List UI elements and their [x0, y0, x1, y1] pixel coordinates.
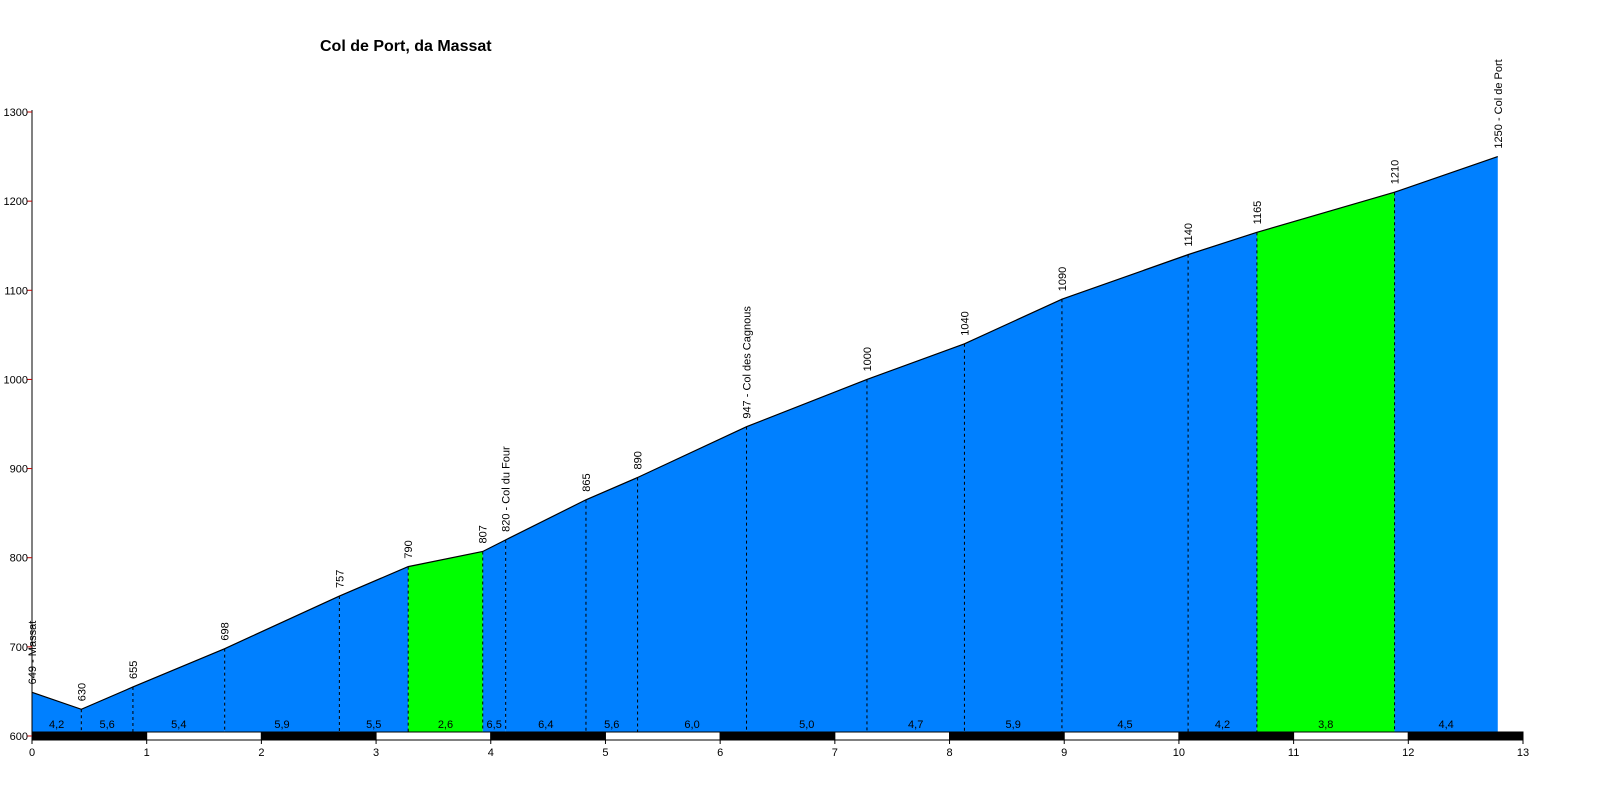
x-tick-label: 1 [144, 747, 150, 759]
altitude-label: 649 - Massat [27, 621, 39, 685]
x-tick-label: 6 [717, 747, 723, 759]
gradient-label: 5,6 [99, 719, 114, 731]
altitude-label: 890 [633, 451, 645, 469]
x-tick-label: 5 [602, 747, 608, 759]
profile-segment-4 [224, 596, 340, 732]
profile-segment-8 [505, 499, 586, 732]
km-scale-block [260, 731, 377, 741]
altitude-label: 807 [478, 525, 490, 543]
profile-segment-16 [1256, 192, 1395, 732]
x-tick-label: 2 [258, 747, 264, 759]
gradient-label: 5,4 [171, 719, 186, 731]
profile-segment-9 [585, 477, 638, 732]
profile-segment-12 [866, 343, 965, 732]
profile-segment-7 [482, 539, 506, 732]
km-scale-block [949, 731, 1065, 741]
x-tick-label: 10 [1173, 747, 1185, 759]
km-scale-block [719, 731, 836, 741]
gradient-label: 4,2 [49, 719, 64, 731]
y-tick-label: 1100 [4, 285, 28, 297]
altitude-label: 1090 [1057, 267, 1069, 291]
gradient-label: 4,4 [1439, 719, 1454, 731]
km-scale-block [31, 731, 148, 741]
gradient-label: 5,9 [274, 719, 289, 731]
x-tick-label: 3 [373, 747, 379, 759]
y-tick-label: 800 [10, 553, 28, 565]
km-scale-block [604, 731, 721, 741]
x-tick-label: 9 [1061, 747, 1067, 759]
y-tick-label: 700 [10, 642, 28, 654]
gradient-label: 2,6 [438, 719, 453, 731]
profile-segment-3 [132, 648, 225, 732]
gradient-label: 5,9 [1006, 719, 1021, 731]
km-scale-block [146, 731, 262, 741]
altitude-label: 820 - Col du Four [501, 446, 513, 532]
km-scale-block [1293, 731, 1409, 741]
altitude-label: 1000 [862, 347, 874, 371]
profile-segment-1 [32, 692, 82, 732]
km-scale-block [490, 731, 606, 741]
gradient-label: 4,5 [1117, 719, 1132, 731]
y-tick-label: 1200 [4, 196, 28, 208]
y-tick-label: 600 [10, 731, 28, 743]
profile-segment-5 [339, 566, 409, 732]
altitude-label: 1210 [1390, 160, 1402, 184]
gradient-label: 6,4 [538, 719, 553, 731]
altitude-label: 947 - Col des Cagnous [742, 306, 754, 419]
x-tick-label: 12 [1402, 747, 1414, 759]
profile-outline [31, 156, 1498, 710]
altitude-label: 865 [581, 473, 593, 491]
x-tick-label: 0 [29, 747, 35, 759]
y-tick-label: 1300 [4, 107, 28, 119]
km-scale-block [1178, 731, 1295, 741]
gradient-label: 5,5 [366, 719, 381, 731]
x-tick-label: 7 [832, 747, 838, 759]
profile-segment-10 [637, 426, 747, 732]
altitude-label: 757 [334, 570, 346, 588]
profile-segment-11 [746, 379, 867, 732]
gradient-label: 4,2 [1215, 719, 1230, 731]
km-scale-block [375, 731, 492, 741]
gradient-label: 6,0 [684, 719, 699, 731]
km-scale-block [1407, 731, 1524, 741]
profile-segment-13 [964, 299, 1062, 732]
altitude-label: 1040 [959, 311, 971, 335]
gradient-label: 5,0 [799, 719, 814, 731]
km-scale-block [834, 731, 951, 741]
profile-segment-6 [408, 551, 483, 732]
x-tick-label: 4 [488, 747, 494, 759]
profile-segment-17 [1394, 156, 1498, 733]
chart-title: Col de Port, da Massat [320, 38, 492, 55]
profile-segment-15 [1188, 232, 1257, 733]
altitude-label: 790 [403, 540, 415, 558]
x-tick-label: 11 [1288, 747, 1299, 759]
altitude-label: 630 [76, 683, 88, 701]
x-tick-label: 13 [1517, 747, 1529, 759]
altitude-label: 1140 [1183, 223, 1195, 247]
profile-segment-14 [1061, 254, 1189, 732]
y-tick-label: 1000 [4, 374, 28, 386]
altitude-label: 1250 - Col de Port [1493, 59, 1505, 148]
altitude-label: 1165 [1252, 201, 1264, 225]
profile-segment-2 [81, 686, 133, 732]
gradient-label: 3,8 [1318, 719, 1333, 731]
km-scale-block [1063, 731, 1180, 741]
gradient-label: 6,5 [487, 719, 502, 731]
x-tick-label: 8 [946, 747, 952, 759]
y-tick-label: 900 [10, 464, 28, 476]
altitude-label: 698 [220, 622, 232, 640]
gradient-label: 4,7 [908, 719, 923, 731]
altitude-label: 655 [128, 661, 140, 679]
gradient-label: 5,6 [604, 719, 619, 731]
